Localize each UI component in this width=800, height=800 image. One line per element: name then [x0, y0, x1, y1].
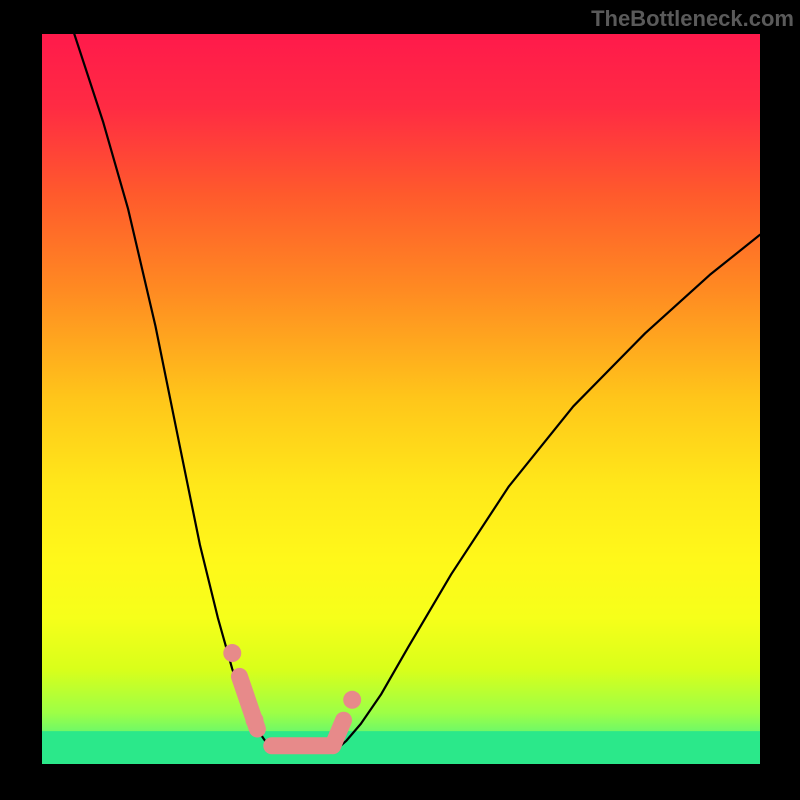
- plot-svg: [42, 34, 760, 764]
- watermark-text: TheBottleneck.com: [591, 6, 794, 32]
- green-band: [42, 731, 760, 764]
- plot-area: [42, 34, 760, 764]
- marker-dot-2: [343, 691, 361, 709]
- marker-dot-0: [223, 644, 241, 662]
- marker-dot-1: [246, 711, 264, 729]
- marker-segment-right: [333, 720, 344, 746]
- chart-canvas: TheBottleneck.com: [0, 0, 800, 800]
- gradient-background: [42, 34, 760, 764]
